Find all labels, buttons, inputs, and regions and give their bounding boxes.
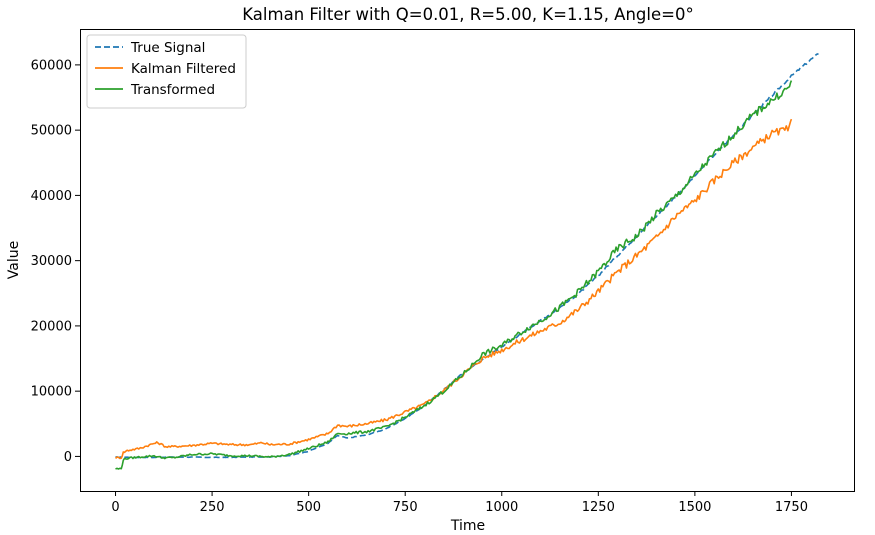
legend-label: Transformed [130,82,215,98]
y-tick-label: 40000 [31,189,72,204]
transformed-line [115,80,793,470]
x-tick-label: 1250 [582,500,615,515]
x-tick-label: 250 [200,500,225,515]
kalman-filtered-line [114,118,793,460]
plot-frame [80,29,855,492]
y-tick-label: 50000 [31,124,72,139]
chart-title: Kalman Filter with Q=0.01, R=5.00, K=1.1… [242,5,693,24]
legend-label: True Signal [130,40,205,56]
x-axis: 0 250 500 750 1000 1250 1500 1750 [111,491,808,515]
x-tick-label: 0 [111,500,119,515]
x-tick-label: 1750 [775,500,808,515]
y-tick-label: 60000 [31,58,72,73]
true-signal-line [115,53,819,459]
legend-box [86,34,247,109]
y-tick-label: 0 [64,450,72,465]
y-tick-label: 20000 [31,319,72,334]
y-axis: 0 10000 20000 30000 40000 50000 60000 [31,58,80,465]
x-axis-label: Time [450,518,485,534]
plot-area [114,53,819,470]
legend: True Signal Kalman Filtered Transformed [86,34,247,109]
legend-label: Kalman Filtered [131,61,236,77]
y-axis-label: Value [6,241,22,279]
x-tick-label: 750 [393,500,418,515]
y-tick-label: 30000 [31,254,72,269]
y-tick-label: 10000 [31,385,72,400]
x-tick-label: 500 [296,500,321,515]
x-tick-label: 1000 [485,500,518,515]
x-tick-label: 1500 [678,500,711,515]
